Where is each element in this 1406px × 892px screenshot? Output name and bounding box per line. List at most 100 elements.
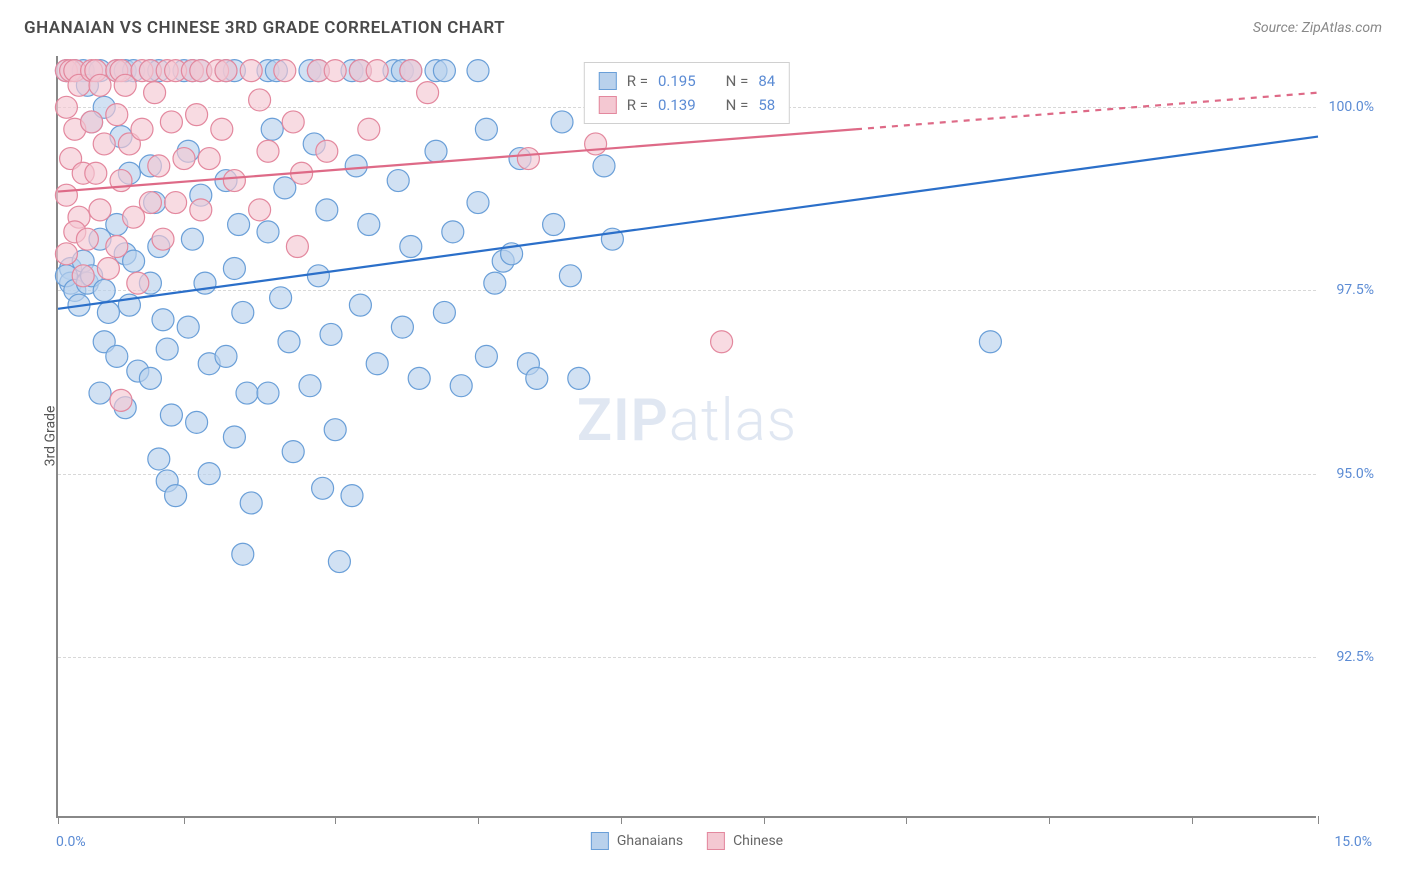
legend-swatch-ghanaians-icon [591,832,609,850]
chart-container: 3rd Grade 92.5%95.0%97.5%100.0% 0.0% 15.… [56,56,1316,818]
data-point [551,111,573,133]
data-point [198,463,220,485]
data-point [526,367,548,389]
data-point [97,257,119,279]
legend-item-ghanaians: Ghanaians [591,832,683,850]
legend-swatch-ghanaians [599,72,617,90]
data-point [110,389,132,411]
data-point [282,441,304,463]
plot-area: 3rd Grade 92.5%95.0%97.5%100.0% 0.0% 15.… [56,56,1316,818]
data-point [139,367,161,389]
data-point [72,265,94,287]
data-point [320,323,342,345]
data-point [55,184,77,206]
data-point [165,192,187,214]
data-point [55,243,77,265]
data-point [391,316,413,338]
data-point [366,60,388,82]
data-point [190,199,212,221]
data-point [236,382,258,404]
data-point [223,426,245,448]
data-point [274,60,296,82]
data-point [55,96,77,118]
data-point [215,345,237,367]
data-point [316,140,338,162]
data-point [467,60,489,82]
data-point [93,279,115,301]
y-tick-label: 92.5% [1336,649,1374,665]
legend-label: Ghanaians [617,833,683,849]
data-point [328,551,350,573]
series-legend: Ghanaians Chinese [591,832,783,850]
data-point [215,60,237,82]
data-point [517,148,539,170]
n-value: 58 [758,93,775,117]
data-point [232,543,254,565]
data-point [261,118,283,140]
chart-header: GHANAIAN VS CHINESE 3RD GRADE CORRELATIO… [24,18,1382,38]
data-point [76,228,98,250]
data-point [433,60,455,82]
data-point [307,265,329,287]
data-point [131,118,153,140]
data-point [543,214,565,236]
data-point [186,104,208,126]
data-point [173,148,195,170]
data-point [417,82,439,104]
data-point [425,140,447,162]
data-point [711,331,733,353]
data-point [81,111,103,133]
data-point [177,316,199,338]
data-point [559,265,581,287]
data-point [593,155,615,177]
x-axis-label-end: 15.0% [1334,834,1372,850]
data-point [139,192,161,214]
data-point [228,214,250,236]
data-point [312,477,334,499]
x-tick [1318,816,1319,824]
data-point [387,170,409,192]
r-label: R = [627,69,648,93]
data-point [358,118,380,140]
chart-title: GHANAIAN VS CHINESE 3RD GRADE CORRELATIO… [24,18,505,38]
scatter-plot [58,56,1318,818]
data-point [106,104,128,126]
data-point [240,492,262,514]
r-value: 0.195 [658,69,696,93]
data-point [93,133,115,155]
data-point [568,367,590,389]
data-point [240,60,262,82]
chart-source: Source: ZipAtlas.com [1253,20,1382,36]
data-point [198,148,220,170]
data-point [127,272,149,294]
data-point [257,140,279,162]
legend-swatch-chinese [599,96,617,114]
y-axis-label: 3rd Grade [42,406,58,467]
data-point [979,331,1001,353]
data-point [400,236,422,258]
data-point [450,375,472,397]
data-point [442,221,464,243]
data-point [257,221,279,243]
data-point [484,272,506,294]
data-point [475,118,497,140]
data-point [186,411,208,433]
data-point [467,192,489,214]
data-point [211,118,233,140]
data-point [257,382,279,404]
data-point [324,60,346,82]
data-point [433,301,455,323]
data-point [341,485,363,507]
legend-row: R = 0.195 N = 84 [599,69,775,93]
data-point [97,301,119,323]
y-tick-label: 100.0% [1329,99,1374,115]
data-point [358,214,380,236]
r-value: 0.139 [658,93,696,117]
data-point [232,301,254,323]
legend-row: R = 0.139 N = 58 [599,93,775,117]
data-point [106,345,128,367]
data-point [106,236,128,258]
y-tick-label: 95.0% [1336,466,1374,482]
data-point [160,404,182,426]
data-point [270,287,292,309]
